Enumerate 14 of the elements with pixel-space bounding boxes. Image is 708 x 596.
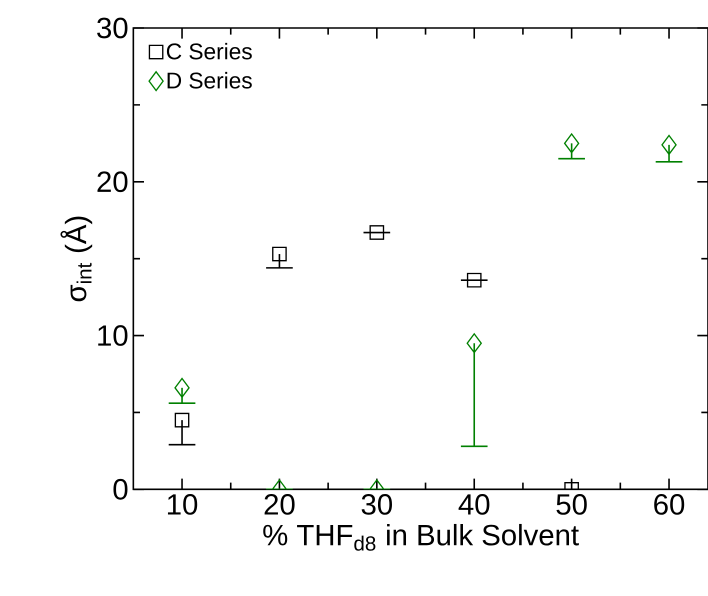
y-tick-label: 10 [98,325,128,346]
y-tick-label: 20 [97,171,128,192]
x-tick-label: 50 [556,494,587,515]
x-tick-label: 10 [168,494,198,515]
legend-label: D Series [168,72,252,89]
x-tick-label: 60 [654,494,684,515]
x-tick-label: 40 [458,494,490,515]
x-tick-label: 30 [362,494,392,515]
legend-label: C Series [166,42,252,60]
x-axis-title: % THF$_{d8}$ in Bulk Solvent [263,524,579,551]
y-tick-label: 0 [113,478,128,500]
y-tick-label: 30 [97,18,128,38]
y-axis-title: σ$_{int}$ (Å) [60,216,92,302]
x-tick-label: 20 [264,494,295,515]
